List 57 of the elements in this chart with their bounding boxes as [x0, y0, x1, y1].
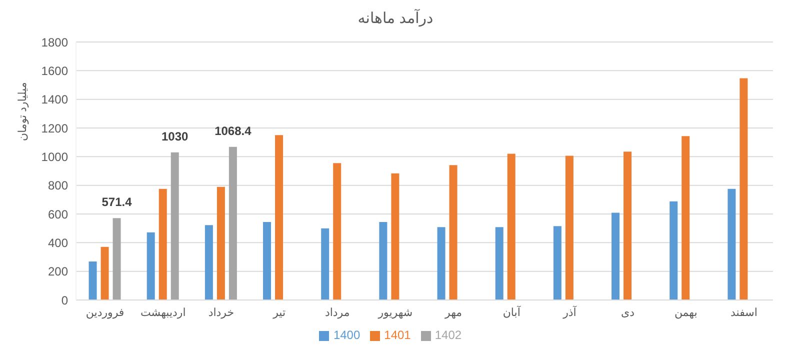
x-tick-label: بهمن: [674, 306, 698, 319]
data-label: 1068.4: [214, 124, 252, 138]
x-tick-label: فروردین: [86, 306, 124, 319]
bar: [670, 201, 678, 300]
bar: [204, 225, 213, 300]
bar: [437, 227, 446, 300]
bar: [740, 78, 748, 300]
y-axis-title: میلیارد تومان: [16, 82, 29, 141]
bar: [228, 146, 237, 300]
y-tick-label: 1000: [41, 150, 68, 164]
bar: [495, 227, 504, 300]
bar: [624, 152, 632, 300]
x-tick-label: خرداد: [208, 306, 234, 319]
y-tick-label: 400: [48, 236, 68, 250]
bar: [612, 212, 620, 300]
bar: [321, 228, 330, 300]
y-tick-label: 1200: [41, 121, 68, 136]
bar: [100, 246, 109, 300]
y-tick-label: 1400: [41, 92, 68, 107]
bar: [263, 222, 272, 300]
bar: [449, 165, 458, 300]
y-tick-label: 1800: [41, 35, 68, 50]
bar: [158, 188, 167, 300]
bar: [170, 152, 179, 300]
bar: [553, 226, 562, 300]
x-tick-label: مهر: [444, 306, 462, 319]
y-tick-label: 200: [48, 264, 68, 279]
y-tick-label: 800: [48, 178, 68, 193]
data-label: 571.4: [102, 195, 132, 210]
chart-title: درآمد ماهانه: [356, 8, 434, 29]
bar: [146, 232, 155, 300]
x-tick-label: تیر: [272, 306, 286, 319]
bar: [682, 136, 690, 300]
bar: [565, 156, 574, 300]
x-tick-label: اردیبهشت: [140, 306, 186, 319]
data-label: 1030: [162, 129, 189, 144]
x-tick-label: آبان: [502, 304, 522, 319]
x-tick-label: اسفند: [730, 306, 758, 319]
y-tick-label: 600: [48, 207, 68, 222]
legend-label: 1400: [333, 328, 360, 342]
bar: [275, 135, 284, 300]
legend-label: 1402: [434, 328, 462, 342]
x-tick-label: شهریور: [377, 306, 413, 319]
legend-label: 1401: [384, 328, 411, 342]
bar: [88, 261, 97, 300]
x-tick-label: دی: [621, 306, 635, 319]
bar: [216, 186, 225, 300]
bar: [728, 188, 736, 300]
bar: [112, 218, 121, 300]
bar: [507, 154, 516, 300]
y-tick-label: 1600: [41, 64, 68, 78]
bar: [391, 173, 400, 300]
bar: [333, 163, 342, 300]
bar: [379, 222, 388, 300]
y-tick-label: 0: [61, 293, 68, 308]
x-tick-label: مرداد: [324, 306, 350, 319]
x-tick-label: آذر: [562, 304, 578, 319]
